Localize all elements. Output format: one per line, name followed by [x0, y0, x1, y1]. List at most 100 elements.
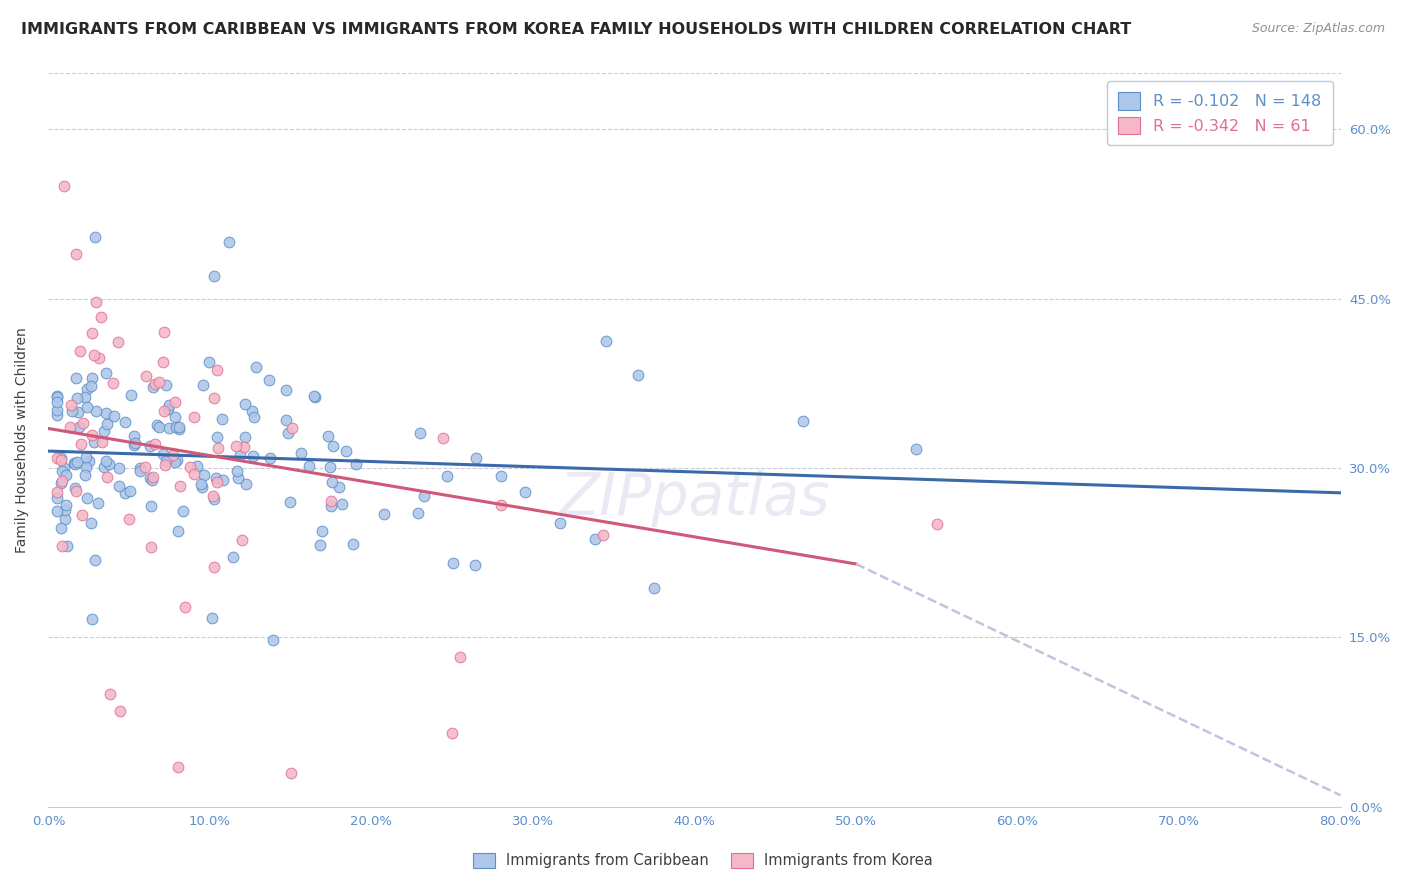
Point [80, 612, 103, 626]
Point [319, 460, 342, 475]
Point [129, 464, 152, 478]
Point [94, 406, 117, 420]
Point [228, 448, 250, 462]
Point [51, 451, 73, 466]
Point [311, 524, 333, 539]
Point [464, 450, 486, 465]
Point [232, 440, 254, 454]
Point [231, 533, 253, 547]
Point [148, 375, 170, 389]
Point [262, 632, 284, 647]
Point [233, 430, 256, 444]
Point [86, 295, 108, 310]
Point [72, 508, 94, 522]
Point [84, 404, 107, 418]
Point [93, 459, 115, 474]
Point [107, 335, 129, 350]
Point [441, 726, 464, 740]
Point [321, 475, 343, 489]
Point [96, 470, 118, 484]
Point [153, 325, 176, 339]
Point [335, 443, 357, 458]
Point [87, 351, 110, 365]
Point [583, 532, 606, 546]
Point [173, 599, 195, 614]
Point [152, 355, 174, 369]
Point [93, 424, 115, 438]
Point [80, 428, 103, 442]
Point [202, 491, 225, 506]
Point [157, 402, 180, 417]
Point [235, 476, 257, 491]
Point [342, 537, 364, 551]
Point [51, 539, 73, 553]
Point [118, 484, 141, 499]
Point [432, 431, 454, 445]
Point [190, 477, 212, 491]
Point [155, 458, 177, 473]
Point [76, 401, 98, 415]
Point [75, 459, 97, 474]
Point [139, 471, 162, 485]
Point [211, 412, 233, 426]
Legend: R = -0.102   N = 148, R = -0.342   N = 61: R = -0.102 N = 148, R = -0.342 N = 61 [1107, 81, 1333, 145]
Point [183, 467, 205, 482]
Point [129, 461, 152, 475]
Point [66, 455, 89, 469]
Point [202, 560, 225, 574]
Point [143, 376, 166, 391]
Point [274, 413, 297, 427]
Point [172, 503, 194, 517]
Point [77, 454, 100, 468]
Point [464, 558, 486, 573]
Point [108, 479, 131, 493]
Point [108, 460, 131, 475]
Point [198, 355, 221, 369]
Point [59, 420, 82, 434]
Point [167, 422, 190, 436]
Point [330, 497, 353, 511]
Point [80, 379, 103, 393]
Text: IMMIGRANTS FROM CARIBBEAN VS IMMIGRANTS FROM KOREA FAMILY HOUSEHOLDS WITH CHILDR: IMMIGRANTS FROM CARIBBEAN VS IMMIGRANTS … [21, 22, 1132, 37]
Point [245, 360, 267, 375]
Point [45, 491, 67, 506]
Point [55, 467, 77, 482]
Point [191, 480, 214, 494]
Point [73, 467, 96, 482]
Point [257, 373, 280, 387]
Point [67, 419, 90, 434]
Text: Source: ZipAtlas.com: Source: ZipAtlas.com [1251, 22, 1385, 36]
Point [280, 494, 302, 508]
Point [412, 489, 434, 503]
Point [243, 409, 266, 424]
Point [212, 473, 235, 487]
Point [322, 439, 344, 453]
Point [94, 454, 117, 468]
Point [274, 383, 297, 397]
Point [148, 420, 170, 434]
Point [290, 446, 312, 460]
Point [94, 366, 117, 380]
Point [53, 502, 76, 516]
Point [240, 404, 263, 418]
Point [792, 414, 814, 428]
Point [513, 485, 536, 500]
Point [226, 471, 249, 485]
Point [122, 437, 145, 451]
Point [65, 371, 87, 385]
Point [186, 458, 208, 473]
Point [167, 524, 190, 538]
Point [627, 368, 650, 382]
Point [157, 398, 180, 412]
Point [242, 449, 264, 463]
Point [277, 425, 299, 440]
Point [205, 430, 228, 444]
Point [83, 348, 105, 362]
Point [328, 480, 350, 494]
Point [165, 455, 187, 469]
Point [155, 377, 177, 392]
Point [60, 404, 83, 418]
Point [373, 507, 395, 521]
Point [49, 453, 72, 467]
Point [141, 474, 163, 488]
